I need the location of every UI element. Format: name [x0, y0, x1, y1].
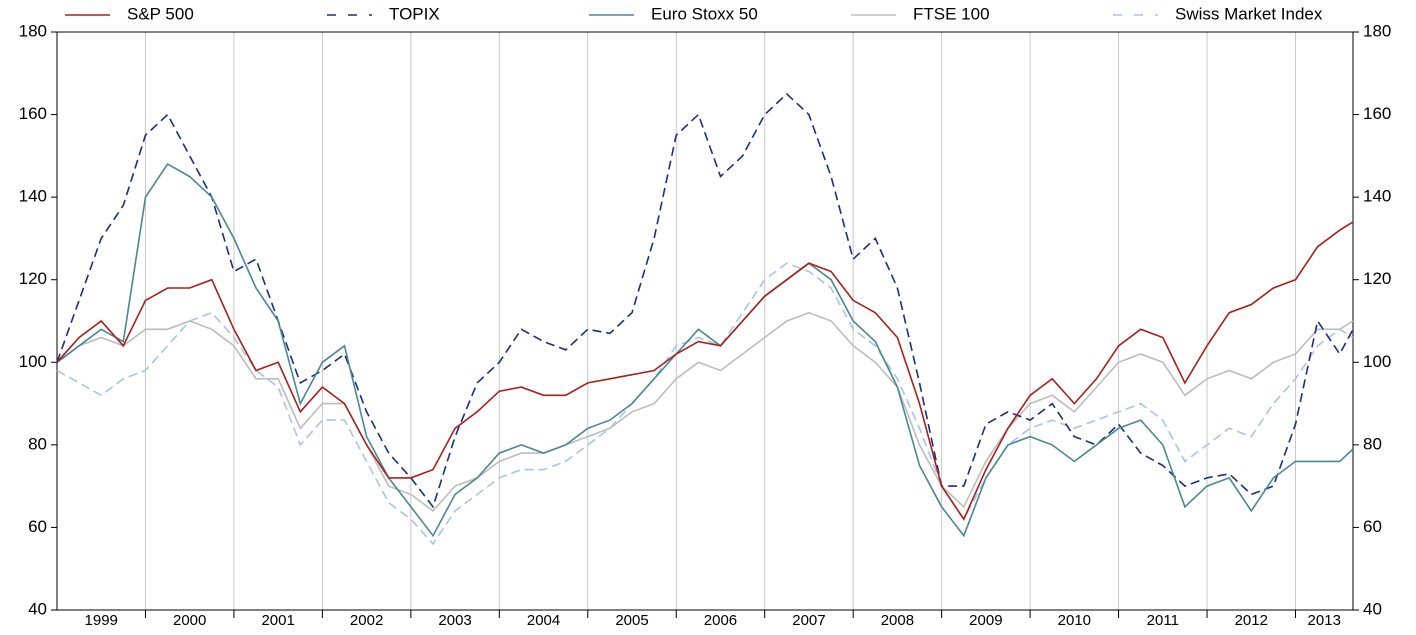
x-tick-label: 2000 — [173, 612, 206, 629]
x-tick-label: 1999 — [85, 612, 118, 629]
y2-tick-label: 120 — [1363, 269, 1391, 288]
series-line — [56, 311, 1354, 512]
y-tick-label: 140 — [19, 187, 47, 206]
y2-tick-label: 60 — [1363, 517, 1382, 536]
x-tick-label: 2002 — [350, 612, 383, 629]
x-tick-label: 2011 — [1147, 612, 1179, 629]
y-tick-label: 80 — [28, 434, 47, 453]
x-tick-label: 2003 — [438, 612, 471, 629]
plot-frame — [56, 31, 1354, 611]
x-tick-label: 2013 — [1308, 612, 1341, 629]
x-tick-label: 2012 — [1235, 612, 1268, 629]
x-tick-label: 2008 — [881, 612, 914, 629]
series-line — [56, 92, 1354, 509]
y2-tick-label: 40 — [1363, 599, 1382, 618]
legend-label: FTSE 100 — [913, 4, 990, 23]
legend-label: TOPIX — [389, 4, 440, 23]
y2-tick-label: 80 — [1363, 434, 1382, 453]
series-line — [56, 163, 1354, 538]
legend-label: S&P 500 — [127, 4, 194, 23]
x-tick-label: 2007 — [792, 612, 825, 629]
series-line — [56, 262, 1354, 546]
y2-tick-label: 160 — [1363, 104, 1391, 123]
x-tick-label: 2010 — [1058, 612, 1091, 629]
y-tick-label: 120 — [19, 269, 47, 288]
series-line — [56, 221, 1354, 521]
y-tick-label: 100 — [19, 352, 47, 371]
x-tick-label: 2009 — [969, 612, 1002, 629]
x-tick-label: 2001 — [261, 612, 294, 629]
x-tick-label: 2004 — [527, 612, 560, 629]
y2-tick-label: 180 — [1363, 21, 1391, 40]
x-tick-label: 2005 — [615, 612, 648, 629]
y2-tick-label: 140 — [1363, 187, 1391, 206]
x-tick-label: 2006 — [704, 612, 737, 629]
y-tick-label: 40 — [28, 599, 47, 618]
y-tick-label: 180 — [19, 21, 47, 40]
y-tick-label: 160 — [19, 104, 47, 123]
y-tick-label: 60 — [28, 517, 47, 536]
legend-label: Swiss Market Index — [1175, 4, 1323, 23]
y2-tick-label: 100 — [1363, 352, 1391, 371]
legend-label: Euro Stoxx 50 — [651, 4, 758, 23]
